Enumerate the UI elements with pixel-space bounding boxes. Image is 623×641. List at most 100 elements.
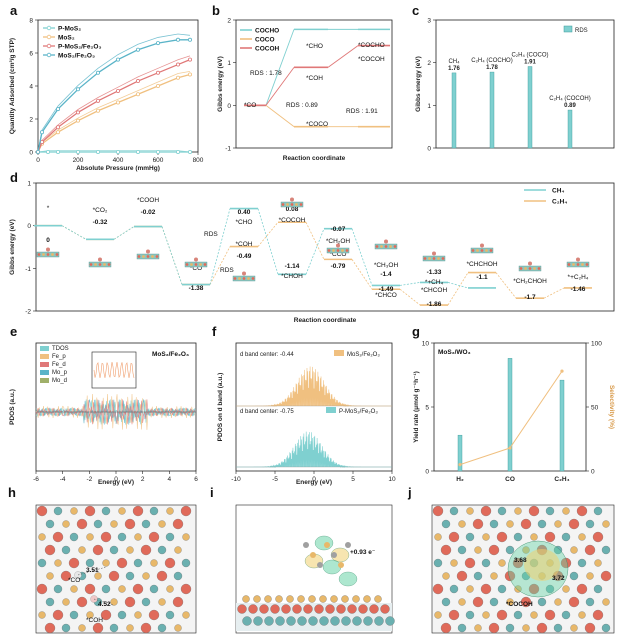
series-point-a <box>187 149 192 154</box>
category-label-g: H₂ <box>456 476 464 483</box>
adsorbate-atom-d <box>194 257 198 262</box>
slab-atom-d <box>389 245 392 248</box>
atom <box>536 622 548 634</box>
category-label-c: C₂H₄ (COCO) <box>511 53 548 59</box>
atom <box>52 531 64 543</box>
atom <box>314 604 324 614</box>
slab-atom-d <box>380 245 383 248</box>
atom <box>242 616 252 626</box>
plot-frame-c <box>435 19 615 149</box>
atom <box>44 544 56 556</box>
series-point-a <box>175 149 180 154</box>
slab-atom-d <box>471 249 475 252</box>
atom <box>54 559 62 567</box>
legend-f: MoS₂/Fe₂O₃ P-MoS₂/Fe₂O₃ <box>326 350 380 415</box>
atom <box>281 604 291 614</box>
atom <box>158 520 166 528</box>
atom <box>92 622 104 634</box>
species-label-d: *CHCO <box>375 292 397 299</box>
legend-marker-a <box>46 52 52 58</box>
legend-label-a: MoS₂/Fe₂O₃ <box>58 52 95 59</box>
atom <box>45 597 55 607</box>
atom <box>44 622 56 634</box>
connector-b <box>265 29 295 106</box>
series-point-a <box>116 100 121 105</box>
value-label-d: -1.33 <box>427 269 442 276</box>
panel-letter-e: e <box>10 324 17 339</box>
adsorbate-atom-d <box>528 261 532 266</box>
series-point-a <box>175 62 180 67</box>
slab-atom-d <box>98 263 102 266</box>
atom <box>352 595 360 603</box>
atom <box>457 545 467 555</box>
slab-atom-d <box>485 249 488 252</box>
atom <box>292 604 302 614</box>
slab-icons-d <box>36 197 590 282</box>
connector-d <box>209 208 231 285</box>
atom <box>601 623 611 633</box>
slab-atom-d <box>528 267 532 270</box>
slab-atom-d <box>37 253 41 256</box>
slab-atom-d <box>281 203 285 206</box>
y-axis-label-e: PDOS (a.u.) <box>9 389 16 425</box>
legend-label-b: COCHO <box>255 27 279 34</box>
slab-atom-d <box>423 257 427 260</box>
atom <box>449 506 459 516</box>
species-label-h-2: *COH <box>86 617 103 624</box>
series-point-a <box>56 130 61 135</box>
category-label-c: C₂H₄ (COCOH) <box>549 96 590 102</box>
atom <box>248 604 258 614</box>
atom <box>53 506 63 516</box>
atom <box>584 622 596 634</box>
series-point-a <box>96 98 101 103</box>
series-point-a <box>187 57 192 62</box>
atom <box>117 532 127 542</box>
species-label-d: *CHO <box>236 219 253 226</box>
atom <box>78 546 86 554</box>
connector-d <box>305 228 325 275</box>
atom <box>465 610 475 620</box>
value-label-d: -1.1 <box>476 274 488 281</box>
atom <box>602 520 610 528</box>
y-tick-label-d: 0 <box>27 223 31 230</box>
atom <box>512 557 524 569</box>
value-label-d: -0.32 <box>93 219 108 226</box>
slab-atom-d <box>432 257 436 260</box>
atom <box>528 583 540 595</box>
x-tick-label-f: 5 <box>351 476 355 483</box>
species-label-j: *COCOH <box>506 601 533 608</box>
legend-label-e: Fe_p <box>52 354 66 360</box>
adsorbate-atom <box>317 562 323 568</box>
legend-a: P-MoS₂ MoS₂ P-MoS₂/Fe₂O₃ MoS₂/Fe₂O₃ <box>43 25 101 59</box>
species-label-d: *CH₂CHOH <box>513 278 547 285</box>
slab-atom-d <box>185 263 189 266</box>
atom <box>149 584 159 594</box>
atom <box>308 595 316 603</box>
atom <box>585 519 595 529</box>
atom <box>94 572 102 580</box>
legend-label-e: TDOS <box>52 346 69 352</box>
x-tick-label-e: -2 <box>86 476 92 483</box>
connector-d <box>399 282 421 286</box>
distance-label-h-2: 4.52 <box>98 601 111 608</box>
atom <box>450 559 458 567</box>
atom <box>156 570 168 582</box>
slab-atom-d <box>533 267 536 270</box>
species-label-d: *CH₂OH <box>326 238 350 245</box>
connector-b <box>327 45 359 68</box>
atom <box>38 611 46 619</box>
y-tick-label-g: 10 <box>422 341 430 348</box>
slab-atom-d <box>146 255 150 258</box>
atom <box>140 544 152 556</box>
value-label-d: 0 <box>46 237 50 244</box>
atom <box>562 507 570 515</box>
atom <box>36 505 48 517</box>
atom <box>110 520 118 528</box>
atom <box>124 518 136 530</box>
series-point-a <box>96 108 101 113</box>
atom <box>358 604 368 614</box>
value-label-d: -1.14 <box>285 263 300 270</box>
slab-atom-d <box>199 263 202 266</box>
atom-lattice-j <box>432 505 612 634</box>
